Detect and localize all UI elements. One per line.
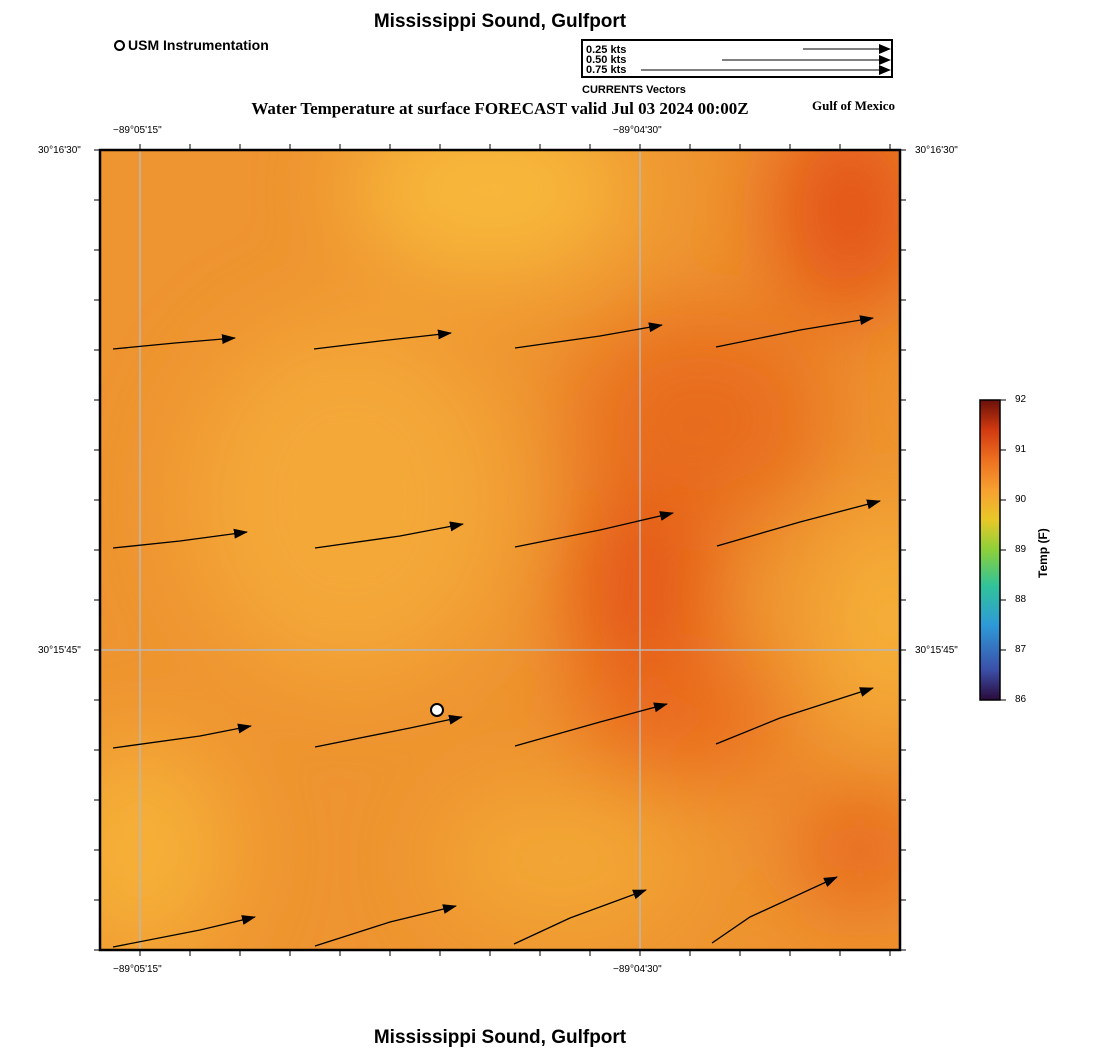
- current-vectors: [112, 315, 881, 948]
- colorbar-tick-label: 90: [1015, 494, 1027, 505]
- station-legend: USM Instrumentation: [114, 37, 269, 53]
- station-legend-label: USM Instrumentation: [128, 37, 269, 53]
- current-vector: [716, 499, 881, 547]
- current-vector: [314, 521, 464, 549]
- temperature-field: [100, 150, 900, 950]
- current-vector: [314, 904, 457, 947]
- current-vector: [711, 876, 838, 944]
- region-label: Gulf of Mexico: [812, 98, 896, 113]
- colorbar-tick-label: 89: [1015, 544, 1027, 555]
- current-vector: [514, 511, 674, 548]
- frame-ticks: [94, 144, 906, 956]
- current-vector: [112, 723, 252, 749]
- colorbar-gradient: [979, 399, 1001, 701]
- vector-scale-label-075: 0.75 kts: [586, 64, 627, 76]
- current-vector: [715, 315, 874, 348]
- lon-label-top-2: −89°04'30": [613, 125, 662, 136]
- current-vector: [514, 702, 668, 747]
- current-vector: [112, 528, 248, 549]
- colorbar: [979, 399, 1006, 701]
- vector-scale-legend: 0.25 kts 0.50 kts 0.75 kts: [581, 39, 893, 78]
- station-marker-icon: [114, 39, 125, 51]
- usm-station-marker: [430, 703, 444, 717]
- lon-label-bottom-2: −89°04'30": [613, 964, 662, 975]
- graticule: [100, 150, 900, 950]
- current-vector: [513, 889, 647, 945]
- colorbar-title: Temp (F): [1036, 528, 1050, 578]
- lat-label-left-1: 30°16'30": [38, 145, 81, 156]
- vector-scale-arrows: [641, 44, 891, 75]
- current-vector: [112, 915, 256, 948]
- lat-label-right-1: 30°16'30": [915, 145, 958, 156]
- map-title-bottom: Mississippi Sound, Gulfport: [373, 1027, 627, 1048]
- current-vector: [112, 334, 236, 350]
- vector-scale-label-050: 0.50 kts: [586, 54, 627, 66]
- current-vector: [313, 329, 452, 350]
- lat-label-right-2: 30°15'45": [915, 645, 958, 656]
- current-vector: [314, 714, 463, 748]
- lat-label-left-2: 30°15'45": [38, 645, 81, 656]
- map-subtitle: Water Temperature at surface FORECAST va…: [251, 99, 749, 118]
- colorbar-tick-label: 88: [1015, 594, 1027, 605]
- colorbar-tick-label: 87: [1015, 644, 1027, 655]
- colorbar-tick-label: 92: [1015, 394, 1027, 405]
- vector-caption: CURRENTS Vectors: [582, 84, 686, 96]
- colorbar-ticks: [1000, 399, 1006, 701]
- vector-scale-label-025: 0.25 kts: [586, 44, 627, 56]
- lon-label-bottom-1: −89°05'15": [113, 964, 162, 975]
- map-title-top: Mississippi Sound, Gulfport: [373, 11, 627, 32]
- current-vector: [514, 322, 663, 349]
- current-vector: [715, 687, 874, 745]
- colorbar-tick-label: 91: [1015, 444, 1027, 455]
- lon-label-top-1: −89°05'15": [113, 125, 162, 136]
- colorbar-tick-label: 86: [1015, 694, 1027, 705]
